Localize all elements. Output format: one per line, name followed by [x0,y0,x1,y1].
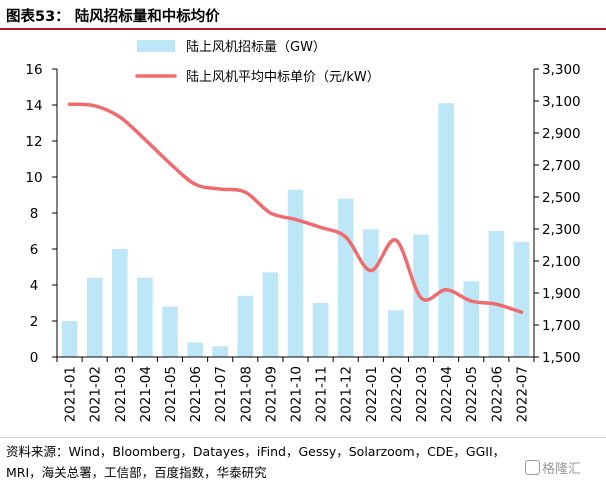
bar-2022-02 [388,310,404,357]
x-tick-label: 2021-08 [238,366,254,422]
right-tick-label: 2,900 [542,126,581,142]
x-tick-label: 2022-01 [364,366,380,422]
left-tick-label: 8 [30,206,39,222]
x-tick-label: 2021-10 [289,366,305,422]
right-tick-label: 2,700 [542,158,581,174]
right-tick-label: 3,300 [542,62,581,78]
x-tick-label: 2021-01 [63,366,79,422]
left-tick-label: 2 [30,314,39,330]
right-tick-label: 1,700 [542,318,581,334]
left-tick-label: 12 [25,134,42,150]
bar-2022-01 [363,229,379,357]
x-tick-label: 2022-04 [439,366,455,422]
bar-2021-05 [162,306,178,357]
bar-2021-11 [312,303,329,357]
x-tick-label: 2022-02 [389,366,405,422]
left-tick-label: 14 [25,98,42,114]
left-y-axis: 0 2 4 6 8 10 12 14 16 [25,62,58,366]
left-tick-label: 16 [25,62,42,78]
bar-2022-04 [438,103,454,357]
bar-2021-08 [237,295,254,357]
bar-2021-02 [86,277,103,357]
chart-canvas: 陆上风机招标量（GW） 陆上风机平均中标单价（元/kW） 0 2 4 6 8 10 12 14… [25,39,581,422]
bar-2021-01 [61,321,78,357]
watermark-logo-icon [525,460,540,475]
bar-2021-06 [187,342,203,357]
right-tick-label: 1,900 [542,286,581,302]
watermark-text: 格隆汇 [542,462,582,477]
bar-2021-09 [262,272,279,357]
x-tick-label: 2022-07 [514,366,530,422]
x-tick-label: 2022-06 [489,366,505,422]
right-y-axis: 1,500 1,700 1,900 2,100 2,300 2,500 2,700 2,900… [533,62,581,366]
figure-title: 图表53： 陆风招标量和中标均价 [6,9,220,25]
bar-2022-07 [513,241,530,357]
x-tick-label: 2021-12 [339,366,355,422]
title-rule [0,28,606,30]
source-note: 资料来源：Wind，Bloomberg，Datayes，iFind，Gessy，… [6,444,506,480]
x-tick-label: 2021-02 [88,366,104,422]
left-tick-label: 10 [25,170,42,186]
bar-2021-12 [337,198,354,357]
right-tick-label: 2,500 [542,190,581,206]
left-tick-label: 4 [30,278,39,294]
bar-2021-07 [212,346,228,357]
legend-bar-swatch [137,40,175,52]
bar-2021-04 [137,277,153,357]
bar-2022-05 [463,281,480,357]
x-tick-label: 2021-04 [138,366,154,422]
right-tick-label: 1,500 [542,350,581,366]
bar-2021-03 [112,249,128,357]
bar-2021-10 [287,189,304,357]
left-tick-label: 0 [30,350,39,366]
plot-area [61,102,530,357]
watermark: 格隆汇 [525,458,581,477]
source-rule [0,437,606,438]
legend-bar-label: 陆上风机招标量（GW） [186,39,326,55]
x-tick-label: 2021-11 [314,366,330,422]
legend: 陆上风机招标量（GW） 陆上风机平均中标单价（元/kW） [135,39,380,85]
legend-line-label: 陆上风机平均中标单价（元/kW） [186,69,380,85]
left-tick-label: 6 [30,242,39,258]
x-tick-label: 2021-03 [113,366,129,422]
x-tick-label: 2021-07 [213,366,229,422]
x-tick-label: 2022-03 [414,366,430,422]
x-tick-label: 2021-05 [163,366,179,422]
x-axis: 2021-01 2021-02 2021-03 2021-04 2021-05 2021-… [56,356,535,422]
right-tick-label: 2,100 [542,254,581,270]
x-tick-label: 2021-06 [188,366,204,422]
bar-2022-06 [488,231,505,357]
x-tick-label: 2022-05 [464,366,480,422]
right-tick-label: 3,100 [542,94,581,110]
x-tick-label: 2021-09 [263,366,279,422]
right-tick-label: 2,300 [542,222,581,238]
